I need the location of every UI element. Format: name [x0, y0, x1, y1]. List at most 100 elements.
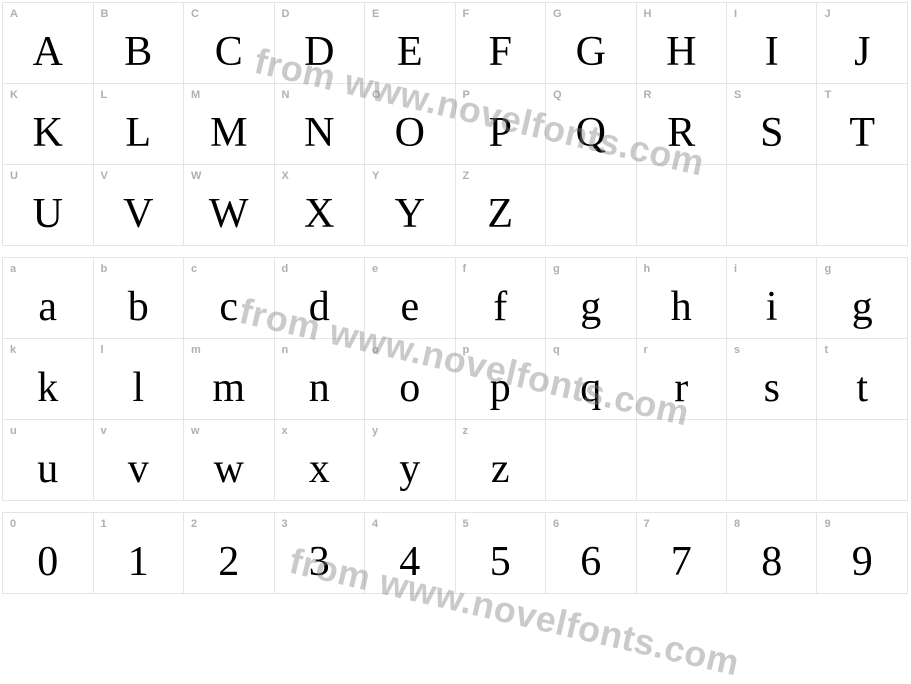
glyph: i [727, 286, 816, 328]
cell-label: B [101, 8, 109, 20]
cell-label: V [101, 170, 108, 182]
cell-label: S [734, 89, 741, 101]
glyph: e [365, 286, 455, 328]
glyph-cell [636, 165, 727, 246]
glyph: 6 [546, 541, 636, 583]
glyph-grid: AABBCCDDEEFFGGHHIIJJKKLLMMNNOOPPQQRRSSTT… [2, 2, 908, 594]
glyph: 1 [94, 541, 184, 583]
cell-label: p [463, 344, 470, 356]
cell-label: P [463, 89, 470, 101]
glyph-cell: GG [546, 3, 637, 84]
glyph-cell: 66 [546, 513, 637, 594]
glyph-cell: VV [93, 165, 184, 246]
glyph: H [637, 31, 727, 73]
glyph-row: kkllmmnnooppqqrrsstt [3, 339, 908, 420]
glyph: X [275, 193, 365, 235]
glyph-cell: AA [3, 3, 94, 84]
glyph: o [365, 367, 455, 409]
glyph-cell: yy [365, 420, 456, 501]
cell-label: e [372, 263, 378, 275]
glyph-cell: NN [274, 84, 365, 165]
character-map: AABBCCDDEEFFGGHHIIJJKKLLMMNNOOPPQQRRSSTT… [0, 0, 911, 596]
glyph-cell: KK [3, 84, 94, 165]
glyph-cell: ff [455, 258, 545, 339]
glyph: K [3, 112, 93, 154]
cell-label: z [463, 425, 469, 437]
glyph-cell: BB [93, 3, 184, 84]
glyph-cell: zz [455, 420, 545, 501]
glyph-cell: UU [3, 165, 94, 246]
glyph: P [456, 112, 545, 154]
glyph: x [275, 448, 365, 490]
glyph-cell: oo [365, 339, 456, 420]
glyph-cell: ww [184, 420, 275, 501]
glyph-cell: rr [636, 339, 727, 420]
glyph-cell: 44 [365, 513, 456, 594]
cell-label: y [372, 425, 378, 437]
glyph: z [456, 448, 545, 490]
section-spacer [3, 246, 908, 258]
cell-label: 5 [463, 518, 469, 530]
glyph: G [546, 31, 636, 73]
grid-body: AABBCCDDEEFFGGHHIIJJKKLLMMNNOOPPQQRRSSTT… [3, 3, 908, 594]
glyph-cell [727, 420, 817, 501]
glyph-cell: TT [817, 84, 908, 165]
cell-label: s [734, 344, 740, 356]
cell-label: 8 [734, 518, 740, 530]
cell-label: K [10, 89, 18, 101]
glyph: t [817, 367, 907, 409]
glyph: b [94, 286, 184, 328]
cell-label: C [191, 8, 199, 20]
cell-label: 3 [282, 518, 288, 530]
glyph-cell: LL [93, 84, 184, 165]
glyph-cell: mm [184, 339, 275, 420]
glyph-cell [727, 165, 817, 246]
glyph: D [275, 31, 365, 73]
glyph: y [365, 448, 455, 490]
cell-label: g [553, 263, 560, 275]
glyph-cell: 55 [455, 513, 545, 594]
glyph-cell: qq [546, 339, 637, 420]
glyph-cell: hh [636, 258, 727, 339]
glyph: n [275, 367, 365, 409]
glyph: 7 [637, 541, 727, 583]
glyph-cell: ii [727, 258, 817, 339]
glyph: f [456, 286, 545, 328]
cell-label: X [282, 170, 289, 182]
glyph: p [456, 367, 545, 409]
glyph: M [184, 112, 274, 154]
glyph-cell: YY [365, 165, 456, 246]
glyph-cell [817, 165, 908, 246]
glyph: a [3, 286, 93, 328]
glyph-cell: xx [274, 420, 365, 501]
glyph-cell: dd [274, 258, 365, 339]
glyph: F [456, 31, 545, 73]
cell-label: E [372, 8, 379, 20]
cell-label: J [824, 8, 830, 20]
glyph: w [184, 448, 274, 490]
cell-label: f [463, 263, 467, 275]
glyph: 9 [817, 541, 907, 583]
glyph-cell: QQ [546, 84, 637, 165]
glyph-cell [636, 420, 727, 501]
cell-label: L [101, 89, 108, 101]
glyph: q [546, 367, 636, 409]
glyph-cell: RR [636, 84, 727, 165]
glyph-row: 00112233445566778899 [3, 513, 908, 594]
glyph-cell: tt [817, 339, 908, 420]
cell-label: D [282, 8, 290, 20]
glyph-cell [546, 420, 637, 501]
glyph: S [727, 112, 816, 154]
glyph-cell [546, 165, 637, 246]
glyph-cell: CC [184, 3, 275, 84]
cell-label: c [191, 263, 197, 275]
glyph: L [94, 112, 184, 154]
cell-label: 7 [644, 518, 650, 530]
glyph-cell: aa [3, 258, 94, 339]
glyph-row: AABBCCDDEEFFGGHHIIJJ [3, 3, 908, 84]
cell-label: 4 [372, 518, 378, 530]
cell-label: m [191, 344, 201, 356]
glyph: W [184, 193, 274, 235]
glyph: 4 [365, 541, 455, 583]
glyph-cell: SS [727, 84, 817, 165]
